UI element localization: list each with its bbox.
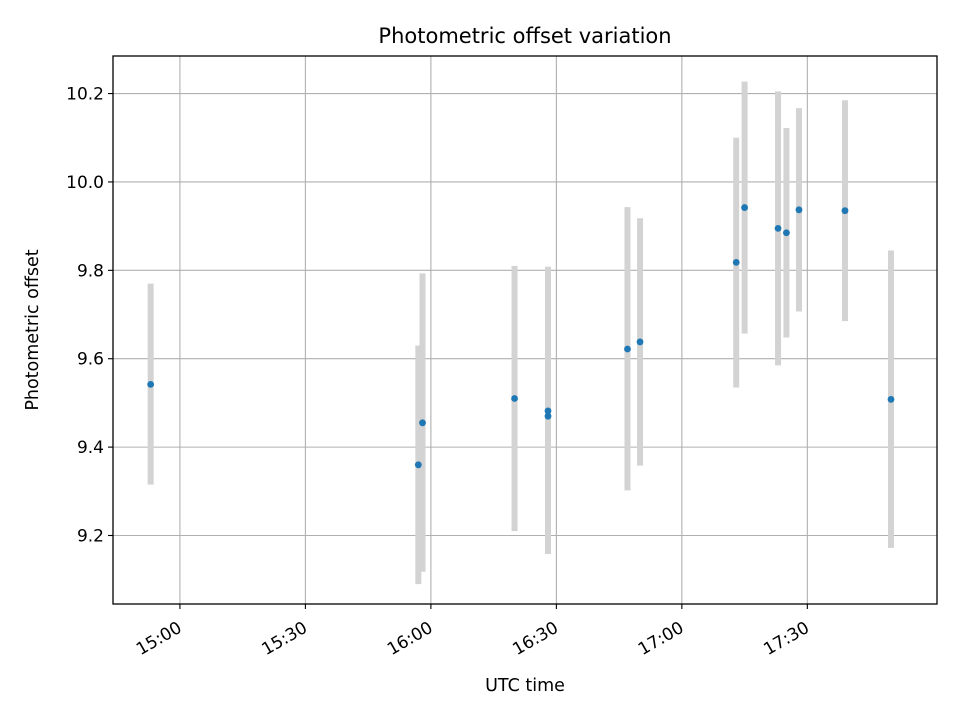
- plot-frame: [112, 55, 938, 605]
- plot-background: [113, 56, 937, 604]
- data-point: [419, 419, 426, 427]
- y-tick-label: 9.2: [77, 527, 104, 547]
- data-point: [544, 412, 552, 420]
- data-point: [624, 345, 631, 353]
- data-points: [147, 204, 895, 469]
- data-point: [732, 258, 740, 266]
- data-point: [147, 380, 155, 388]
- y-axis-label: Photometric offset: [23, 249, 43, 410]
- y-tick-label: 10.2: [66, 85, 104, 105]
- y-tick-label: 9.8: [77, 261, 104, 281]
- y-tick-label: 10.0: [66, 173, 104, 193]
- data-point: [795, 206, 803, 214]
- data-point: [636, 338, 644, 346]
- data-point: [841, 207, 849, 215]
- data-point: [741, 204, 748, 211]
- y-axis-ticks: 9.2 9.4 9.6 9.8 10.0 10.2: [66, 85, 113, 547]
- chart-title: Photometric offset variation: [378, 24, 671, 48]
- data-point: [783, 229, 790, 237]
- data-point: [774, 224, 782, 232]
- data-point: [887, 395, 895, 403]
- data-point: [414, 461, 422, 469]
- x-axis-label: UTC time: [485, 676, 565, 696]
- data-point: [544, 407, 552, 415]
- y-tick-label: 9.4: [77, 438, 104, 458]
- y-tick-label: 9.6: [77, 350, 104, 370]
- data-point: [511, 395, 518, 402]
